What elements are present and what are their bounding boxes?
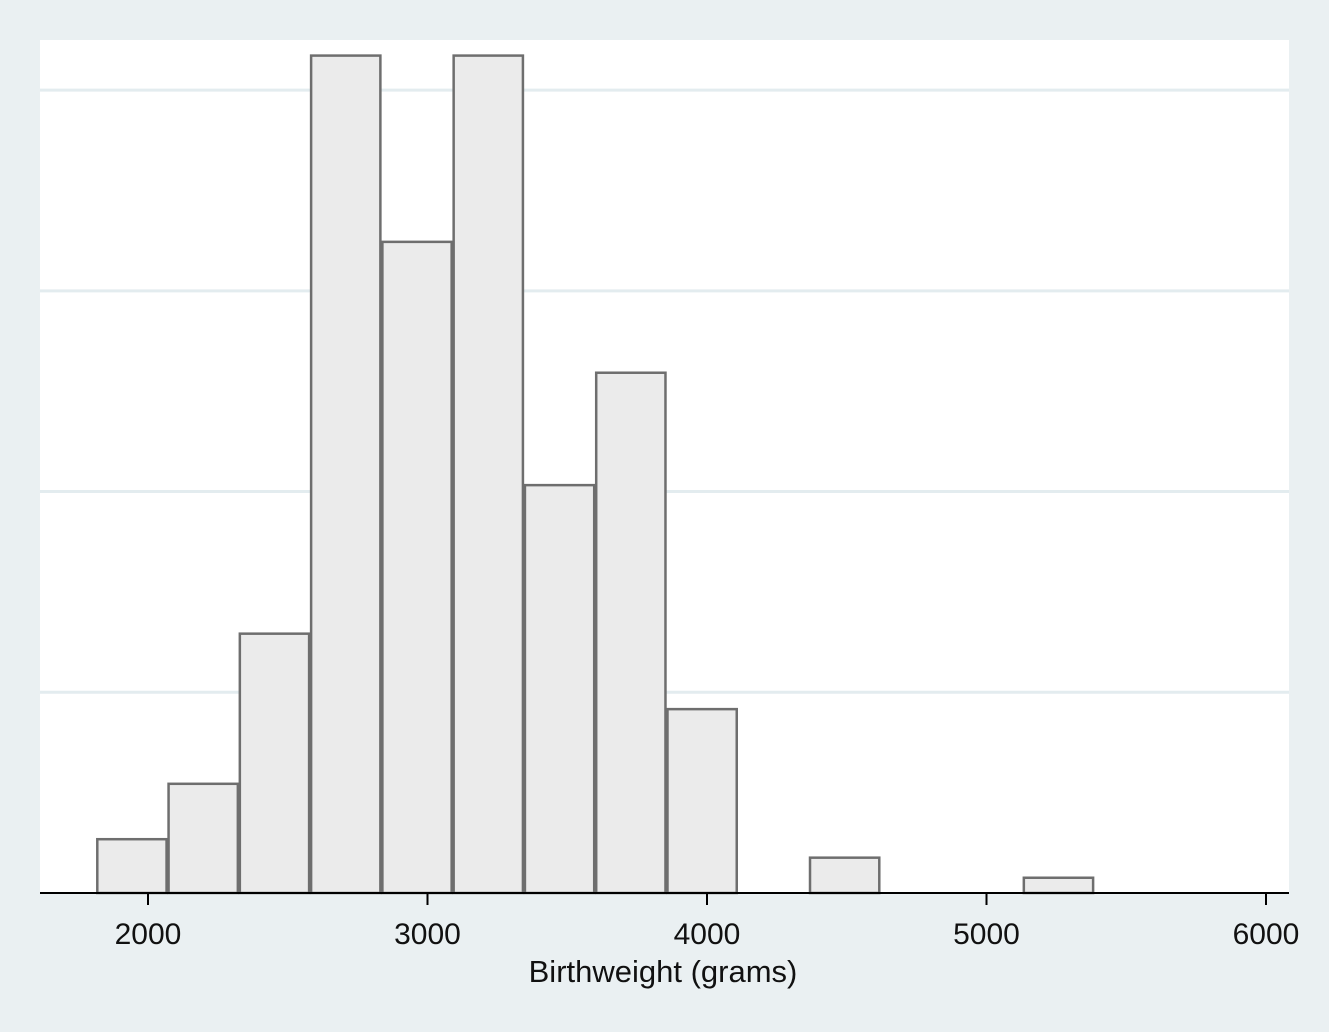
x-axis-title: Birthweight (grams) xyxy=(529,954,798,989)
x-tick-label: 2000 xyxy=(115,918,182,951)
histogram-bar xyxy=(96,837,168,895)
histogram-bar xyxy=(452,54,525,895)
x-tick-label: 6000 xyxy=(1233,918,1300,951)
histogram-bar xyxy=(167,782,240,895)
histogram-bar xyxy=(666,707,738,895)
histogram-bar xyxy=(381,240,453,895)
x-tick-label: 5000 xyxy=(953,918,1020,951)
x-tick-label: 3000 xyxy=(394,918,461,951)
x-axis-ticks: 2000 3000 4000 5000 6000 xyxy=(115,893,1300,951)
histogram-bar xyxy=(1022,876,1095,895)
x-tick-label: 4000 xyxy=(674,918,741,951)
histogram-bar xyxy=(523,483,596,895)
histogram-bar xyxy=(594,371,667,895)
histogram-bar xyxy=(309,54,382,895)
histogram-bar xyxy=(808,856,881,895)
histogram-bar xyxy=(238,632,311,895)
